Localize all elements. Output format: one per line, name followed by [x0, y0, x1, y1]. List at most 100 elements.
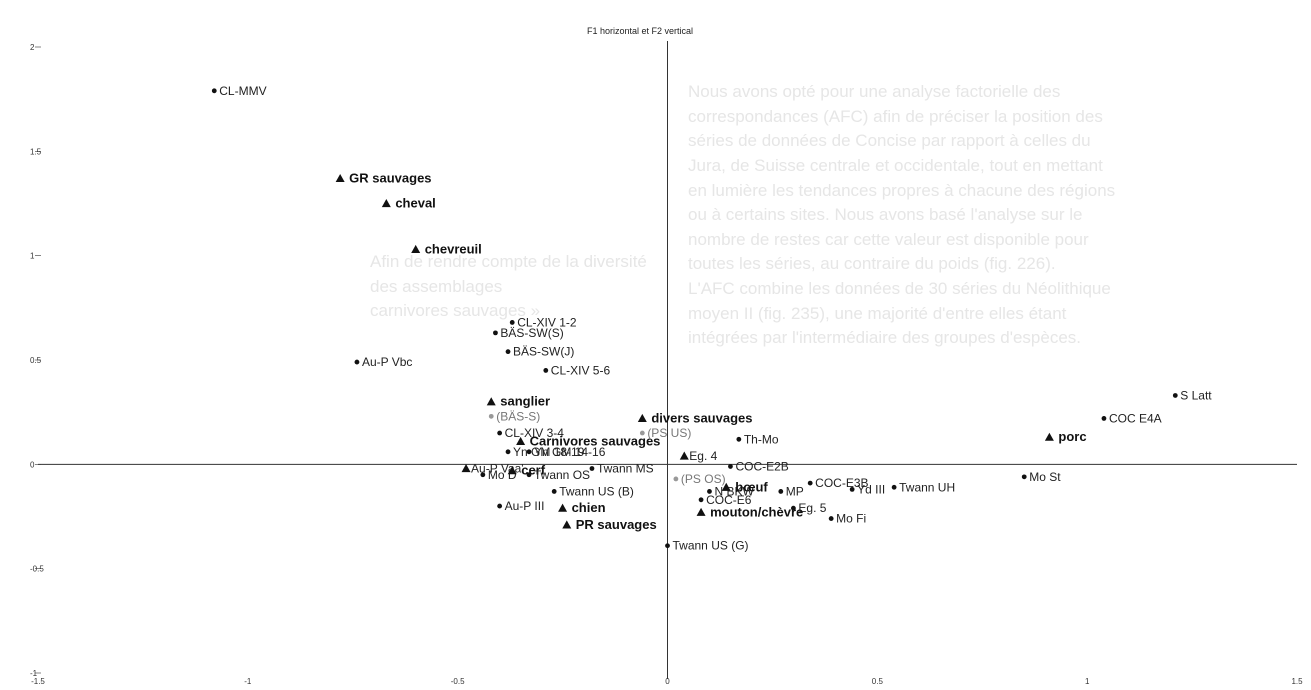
- y-tick-label: -0.5: [30, 565, 44, 574]
- dot-marker: [1021, 474, 1027, 480]
- dot-marker: [891, 484, 897, 490]
- dot-marker: [1172, 393, 1178, 398]
- point-label: cheval: [395, 196, 435, 211]
- point-label: Mo Fi: [836, 512, 866, 526]
- point-label: Twann OS: [534, 468, 590, 482]
- dot-marker: [778, 489, 784, 494]
- data-point: mouton/chèvre: [696, 504, 803, 519]
- data-point: Yn GM 14-16: [526, 445, 606, 459]
- dot-marker: [1101, 416, 1107, 421]
- dot-marker: [728, 464, 733, 469]
- dot-marker: [497, 503, 503, 509]
- triangle-marker: [637, 413, 647, 423]
- data-point: Twann US (B): [551, 484, 634, 498]
- x-tick-label: -0.5: [451, 677, 465, 686]
- data-point: PR sauvages: [562, 517, 657, 532]
- point-label: sanglier: [500, 394, 550, 409]
- point-label: bœuf: [735, 479, 768, 494]
- y-tick-label: 1: [30, 252, 35, 261]
- point-label: Au-P III: [505, 499, 545, 513]
- data-point: Yn GM 18-19: [505, 445, 585, 459]
- x-tick-label: -1: [244, 677, 252, 686]
- point-label: divers sauvages: [651, 410, 752, 425]
- point-label: Twann UH: [899, 480, 955, 494]
- dot-marker: [828, 516, 834, 521]
- axes: [38, 41, 1297, 679]
- data-point: COC-E6: [698, 493, 752, 507]
- point-label: GR sauvages: [349, 170, 431, 185]
- point-label: Th-Mo: [744, 432, 779, 446]
- triangle-marker: [679, 451, 689, 460]
- data-point: COC-E2B: [728, 459, 789, 473]
- triangle-marker: [721, 482, 731, 491]
- data-point: GR sauvages: [335, 170, 432, 185]
- point-label: Eg. 5: [798, 501, 826, 515]
- point-label: (PS US): [647, 426, 691, 440]
- data-points: CL-MMV GR sauvages cheval chevreuil CL-XIV 1…: [211, 84, 1212, 553]
- data-point: cheval: [381, 196, 436, 211]
- dot-marker: [736, 436, 742, 442]
- dot-marker: [551, 489, 557, 494]
- dot-marker: [807, 480, 813, 486]
- triangle-marker: [558, 503, 568, 512]
- point-label: chevreuil: [425, 241, 482, 256]
- y-tick-label: 2: [30, 43, 35, 52]
- point-label: Twann US (B): [559, 484, 634, 498]
- data-point: Mo St: [1021, 470, 1061, 484]
- chart-title: F1 horizontal et F2 vertical: [587, 26, 693, 36]
- x-tick-label: 1.5: [1291, 677, 1303, 686]
- point-label: BÄS-SW(J): [513, 345, 574, 359]
- data-point: (BÄS-S): [488, 409, 540, 423]
- data-point: (PS US): [639, 426, 691, 440]
- dot-marker: [791, 505, 796, 511]
- point-label: Yn GM 18-19: [513, 445, 585, 459]
- triangle-marker: [507, 466, 517, 475]
- point-label: Carnivores sauvages: [530, 433, 661, 448]
- point-label: S Latt: [1180, 388, 1212, 402]
- y-tick-label: -1: [30, 669, 38, 678]
- point-label: COC-E3B: [815, 476, 868, 490]
- point-label: COC-E6: [706, 493, 752, 507]
- dot-marker: [543, 368, 549, 373]
- dot-marker: [673, 476, 679, 482]
- data-point: Carnivores sauvages: [516, 433, 660, 448]
- point-label: BÄS-SW(S): [500, 326, 563, 340]
- triangle-marker: [516, 436, 526, 445]
- dot-marker: [505, 449, 511, 455]
- data-point: chien: [558, 500, 606, 515]
- x-tick-label: 1: [1085, 677, 1090, 686]
- point-label: Eg. 4: [689, 449, 717, 463]
- triangle-marker: [1044, 432, 1054, 441]
- x-tick-label: 0: [665, 677, 670, 686]
- data-point: BÄS-SW(S): [493, 326, 564, 340]
- triangle-marker: [696, 507, 706, 516]
- data-point: Twann MS: [589, 462, 654, 476]
- dot-marker: [707, 489, 712, 494]
- dot-marker: [698, 497, 704, 503]
- point-label: Yn GM 14-16: [534, 445, 606, 459]
- point-label: CL-XIV 1-2: [517, 315, 577, 329]
- data-point: BÄS-SW(J): [505, 345, 574, 359]
- data-point: Eg. 5: [791, 501, 827, 515]
- dot-marker: [526, 449, 532, 455]
- point-label: (BÄS-S): [496, 409, 540, 423]
- triangle-marker: [486, 397, 496, 406]
- data-point: Au-P Vbc: [354, 355, 412, 369]
- dot-marker: [589, 466, 595, 471]
- point-label: Yd III: [857, 482, 885, 496]
- dot-marker: [493, 330, 498, 336]
- data-point: divers sauvages: [637, 410, 753, 425]
- point-label: CL-MMV: [219, 84, 266, 98]
- point-label: mouton/chèvre: [710, 504, 803, 519]
- data-point: Mo Fi: [828, 512, 866, 526]
- dot-marker: [849, 486, 855, 492]
- data-point: CL-XIV 5-6: [543, 363, 610, 377]
- data-point: Eg. 4: [679, 449, 718, 463]
- point-label: Au-P Vbc: [362, 355, 412, 369]
- data-point: Au-P III: [497, 499, 544, 513]
- dot-marker: [497, 430, 503, 436]
- data-point: S Latt: [1172, 388, 1212, 402]
- point-label: Twann MS: [597, 462, 654, 476]
- data-point: Twann OS: [526, 468, 590, 482]
- y-tick-label: 0: [30, 460, 35, 469]
